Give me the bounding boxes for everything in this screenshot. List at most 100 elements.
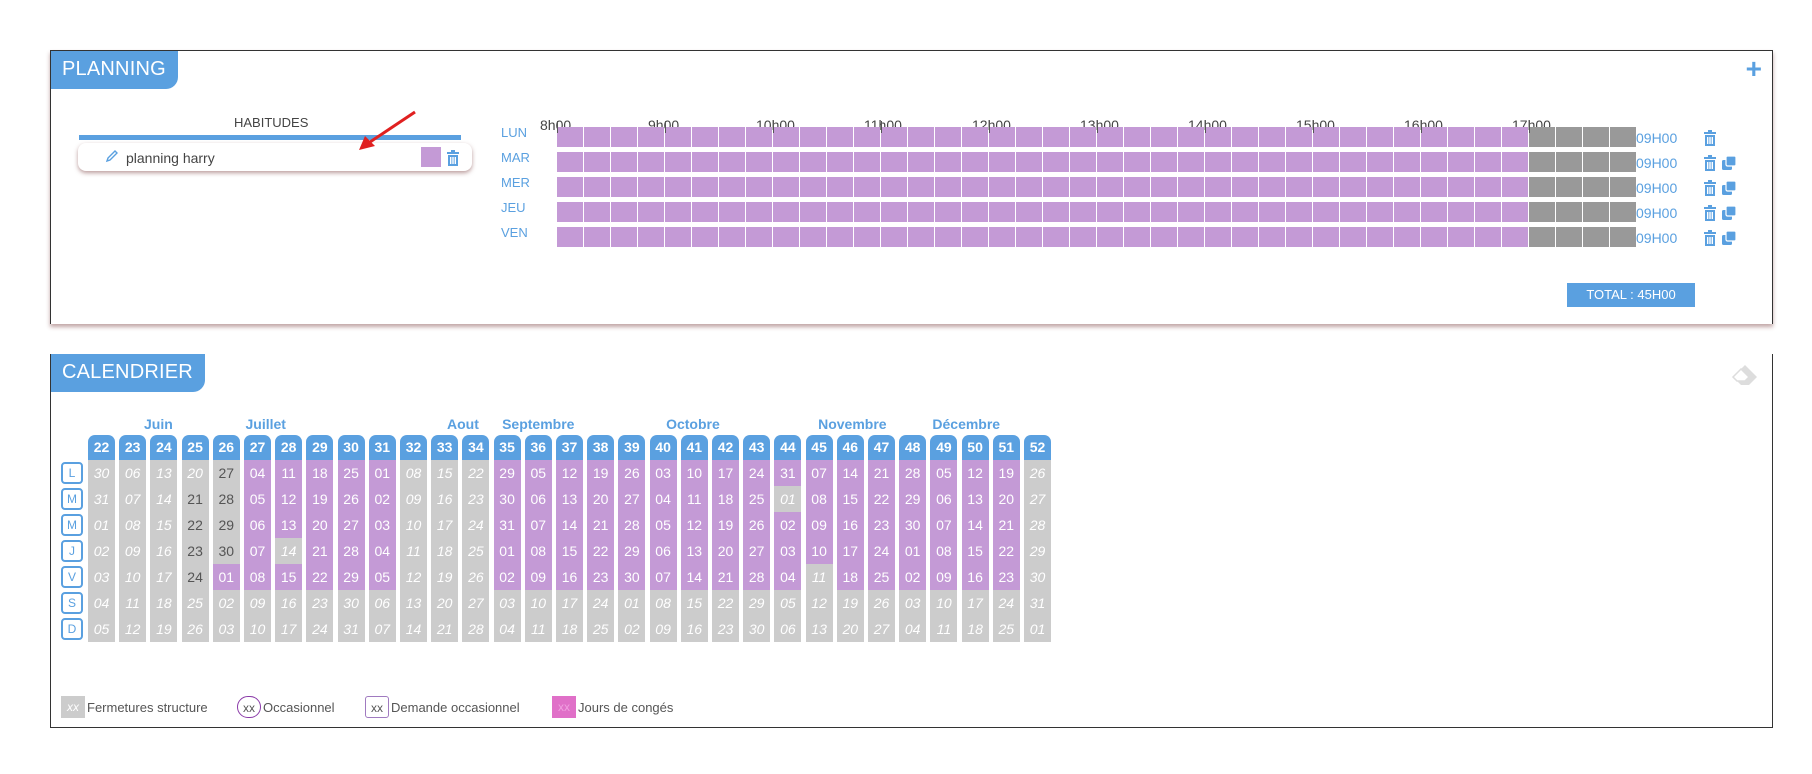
- time-slot[interactable]: [800, 177, 826, 197]
- time-slot[interactable]: [1448, 202, 1474, 222]
- time-slot[interactable]: [1043, 152, 1069, 172]
- time-slot[interactable]: [854, 152, 880, 172]
- trash-icon[interactable]: [446, 150, 460, 166]
- calendar-day[interactable]: 25: [743, 486, 771, 512]
- week-number[interactable]: 40: [649, 435, 677, 460]
- calendar-day[interactable]: 03: [368, 512, 396, 538]
- calendar-day[interactable]: 15: [275, 564, 303, 590]
- time-slot[interactable]: [1178, 127, 1204, 147]
- calendar-day[interactable]: 10: [930, 590, 958, 616]
- week-number[interactable]: 49: [930, 435, 958, 460]
- time-slot[interactable]: [557, 152, 583, 172]
- time-slot[interactable]: [638, 152, 664, 172]
- calendar-day[interactable]: 27: [337, 512, 365, 538]
- time-slot[interactable]: [1313, 202, 1339, 222]
- time-slot[interactable]: [989, 177, 1015, 197]
- calendar-day[interactable]: 12: [556, 460, 583, 486]
- time-slot[interactable]: [1151, 177, 1177, 197]
- calendar-day[interactable]: 07: [524, 512, 552, 538]
- time-slot[interactable]: [1043, 177, 1069, 197]
- calendar-day[interactable]: 28: [212, 486, 240, 512]
- calendar-day[interactable]: 30: [88, 460, 115, 486]
- time-slot[interactable]: [1529, 177, 1555, 197]
- calendar-day[interactable]: 02: [368, 486, 396, 512]
- calendar-day[interactable]: 30: [212, 538, 240, 564]
- copy-icon[interactable]: [1721, 230, 1738, 246]
- time-slot[interactable]: [1529, 202, 1555, 222]
- calendar-day[interactable]: 21: [306, 538, 334, 564]
- time-slot[interactable]: [1070, 227, 1096, 247]
- time-slot[interactable]: [1583, 202, 1609, 222]
- calendar-day[interactable]: 24: [992, 590, 1020, 616]
- calendar-day[interactable]: 06: [244, 512, 271, 538]
- time-slot[interactable]: [638, 202, 664, 222]
- time-slot[interactable]: [935, 202, 961, 222]
- time-slot[interactable]: [557, 202, 583, 222]
- time-slot[interactable]: [746, 227, 772, 247]
- week-number[interactable]: 47: [868, 435, 895, 460]
- weekday-label[interactable]: V: [61, 566, 83, 588]
- time-slot[interactable]: [908, 177, 934, 197]
- calendar-day[interactable]: 06: [774, 616, 802, 642]
- time-slot[interactable]: [1313, 127, 1339, 147]
- time-slot[interactable]: [1313, 227, 1339, 247]
- week-number[interactable]: 26: [212, 435, 240, 460]
- time-slot[interactable]: [1205, 202, 1231, 222]
- time-slot[interactable]: [827, 227, 853, 247]
- time-slot[interactable]: [989, 127, 1015, 147]
- calendar-day[interactable]: 12: [680, 512, 708, 538]
- time-slot[interactable]: [1016, 152, 1042, 172]
- time-slot[interactable]: [1340, 202, 1366, 222]
- calendar-day[interactable]: 31: [774, 460, 802, 486]
- calendar-day[interactable]: 11: [680, 486, 708, 512]
- habit-name[interactable]: planning harry: [126, 150, 215, 166]
- calendar-day[interactable]: 15: [556, 538, 583, 564]
- time-slot[interactable]: [665, 177, 691, 197]
- time-slot[interactable]: [935, 227, 961, 247]
- calendar-day[interactable]: 21: [431, 616, 459, 642]
- calendar-day[interactable]: 13: [556, 486, 583, 512]
- time-slot[interactable]: [1610, 177, 1636, 197]
- time-slot[interactable]: [1124, 152, 1150, 172]
- calendar-day[interactable]: 08: [649, 590, 677, 616]
- time-slot[interactable]: [1394, 177, 1420, 197]
- calendar-day[interactable]: 29: [493, 460, 521, 486]
- calendar-day[interactable]: 28: [618, 512, 646, 538]
- time-slot[interactable]: [692, 127, 718, 147]
- calendar-day[interactable]: 28: [899, 460, 927, 486]
- calendar-day[interactable]: 10: [400, 512, 427, 538]
- time-slot[interactable]: [1502, 152, 1528, 172]
- calendar-day[interactable]: 09: [119, 538, 147, 564]
- time-slot[interactable]: [1151, 127, 1177, 147]
- time-slot[interactable]: [1583, 127, 1609, 147]
- calendar-day[interactable]: 10: [244, 616, 271, 642]
- time-slot[interactable]: [1475, 227, 1501, 247]
- time-slot[interactable]: [584, 202, 610, 222]
- calendar-day[interactable]: 30: [899, 512, 927, 538]
- calendar-day[interactable]: 24: [587, 590, 615, 616]
- time-slot[interactable]: [584, 152, 610, 172]
- calendar-day[interactable]: 10: [680, 460, 708, 486]
- time-slot[interactable]: [719, 152, 745, 172]
- time-slot[interactable]: [800, 152, 826, 172]
- time-slot[interactable]: [962, 127, 988, 147]
- time-slot[interactable]: [1205, 227, 1231, 247]
- time-slot[interactable]: [989, 152, 1015, 172]
- time-slot[interactable]: [1097, 177, 1123, 197]
- calendar-day[interactable]: 18: [961, 616, 989, 642]
- time-slot[interactable]: [1610, 152, 1636, 172]
- calendar-day[interactable]: 10: [119, 564, 147, 590]
- time-slot[interactable]: [773, 202, 799, 222]
- time-slot[interactable]: [611, 227, 637, 247]
- calendar-day[interactable]: 08: [524, 538, 552, 564]
- time-slot[interactable]: [1583, 152, 1609, 172]
- time-slot[interactable]: [1178, 202, 1204, 222]
- calendar-day[interactable]: 17: [150, 564, 178, 590]
- week-number[interactable]: 25: [181, 435, 209, 460]
- eraser-icon[interactable]: [1730, 362, 1760, 386]
- time-slot[interactable]: [881, 177, 907, 197]
- time-slot[interactable]: [854, 227, 880, 247]
- calendar-day[interactable]: 05: [649, 512, 677, 538]
- calendar-day[interactable]: 04: [649, 486, 677, 512]
- time-slot[interactable]: [989, 202, 1015, 222]
